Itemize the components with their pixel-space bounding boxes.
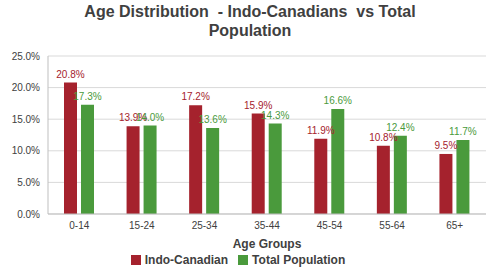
svg-text:35-44: 35-44 [254,220,280,231]
svg-text:65+: 65+ [446,220,463,231]
svg-text:25-34: 25-34 [192,220,218,231]
html-text:Indo-Canadian: Indo-Canadian [144,253,229,267]
svg-text:16.6%: 16.6% [324,95,352,106]
svg-text:17.3%: 17.3% [73,91,101,102]
svg-text:10.8%: 10.8% [369,132,397,143]
svg-text:0.0%: 0.0% [17,209,40,220]
svg-text:15-24: 15-24 [129,220,155,231]
svg-text:55-64: 55-64 [379,220,405,231]
svg-text:15.0%: 15.0% [12,114,40,125]
svg-text:10.0%: 10.0% [12,145,40,156]
svg-text:25.0%: 25.0% [12,51,40,62]
html-text:Total Population: Total Population [252,253,346,267]
svg-text:5.0%: 5.0% [17,177,40,188]
svg-text:14.3%: 14.3% [261,110,289,121]
svg-text:Age Groups: Age Groups [233,237,302,251]
svg-text:11.7%: 11.7% [449,126,477,137]
svg-text:13.6%: 13.6% [198,114,226,125]
svg-text:15.9%: 15.9% [244,99,273,111]
svg-text:20.0%: 20.0% [12,82,40,93]
svg-text:17.2%: 17.2% [181,91,209,102]
svg-text:14.0%: 14.0% [136,112,164,123]
svg-text:45-54: 45-54 [317,220,343,231]
svg-text:0-14: 0-14 [69,220,89,231]
svg-text:13.9%: 13.9% [118,112,148,124]
svg-text:11.9%: 11.9% [307,125,335,136]
svg-text:12.4%: 12.4% [386,122,414,133]
svg-text:9.5%: 9.5% [435,140,458,151]
html-text:Age Distribution - Indo-Canadi: Age Distribution - Indo-Canadians vs Tot… [84,3,421,39]
svg-text:20.8%: 20.8% [56,69,84,80]
